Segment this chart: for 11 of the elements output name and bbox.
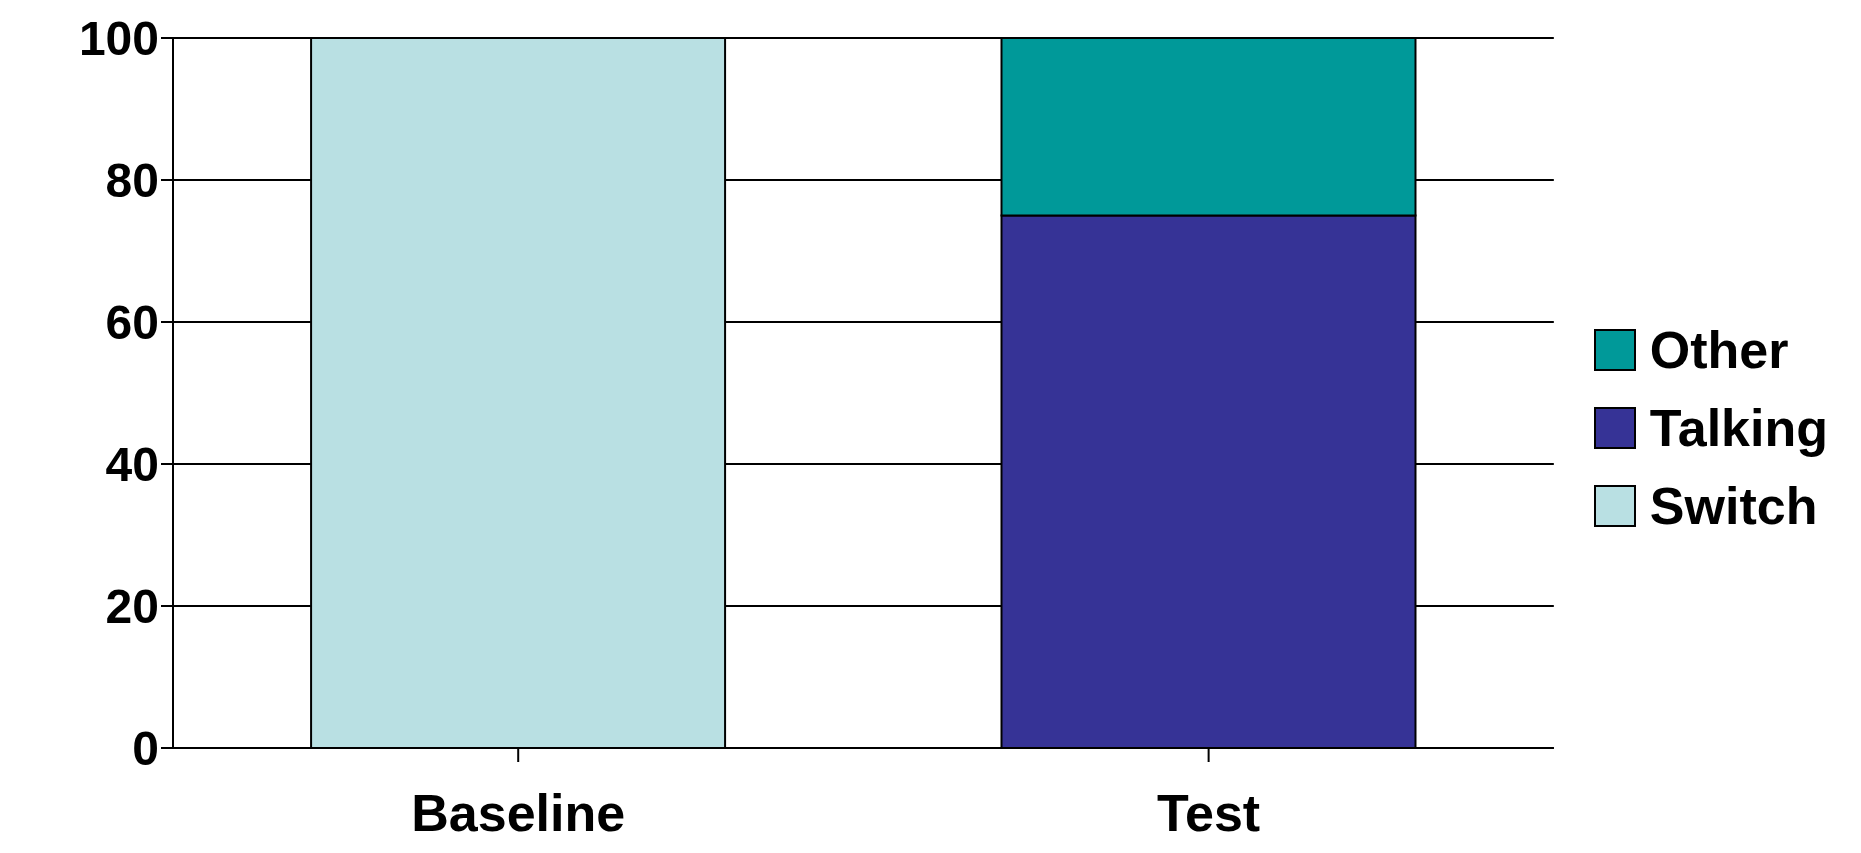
legend-label: Other: [1649, 320, 1789, 380]
y-tick-label: 20: [105, 580, 159, 634]
x-tick-label: Baseline: [411, 783, 626, 842]
y-tick-label: 40: [105, 438, 159, 492]
x-tick-label: Test: [1157, 783, 1261, 842]
y-tick-label: 0: [132, 722, 159, 776]
legend-label: Switch: [1649, 476, 1818, 536]
legend-label: Talking: [1649, 398, 1828, 458]
y-tick-label: 100: [78, 12, 159, 66]
y-tick-label: 80: [105, 154, 159, 208]
y-tick-label: 60: [105, 296, 159, 350]
